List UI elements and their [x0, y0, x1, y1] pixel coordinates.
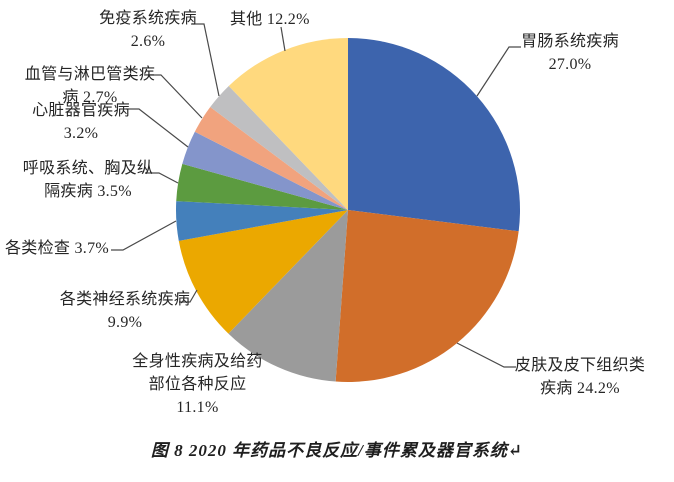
pie-label-examinations: 各类检查 3.7% [5, 237, 120, 260]
pie-label-other: 其他 12.2% [230, 8, 320, 31]
label-line: 9.9% [107, 314, 143, 331]
label-line: 皮肤及皮下组织类 [514, 357, 646, 374]
label-line: 27.0% [548, 56, 592, 73]
label-line: 部位各种反应 [148, 376, 247, 393]
figure-caption: 图 8 2020 年药品不良反应/事件累及器官系统↵ [150, 441, 524, 460]
label-line: 隔疾病 3.5% [44, 183, 132, 200]
leader-line-7 [148, 74, 203, 119]
pie-slice-1 [335, 210, 519, 382]
leader-line-8 [191, 23, 220, 97]
label-line: 其他 12.2% [230, 11, 310, 28]
pie-label-gastrointestinal: 胃肠系统疾病 27.0% [505, 30, 635, 76]
leader-line-5 [145, 172, 179, 184]
pie-label-respiratory-thoracic: 呼吸系统、胸及纵 隔疾病 3.5% [12, 157, 164, 203]
pie-slice-7 [194, 107, 348, 210]
label-line: 2.6% [130, 33, 166, 50]
leader-line-3 [179, 289, 198, 303]
pie-slice-6 [182, 131, 348, 210]
label-line: 各类检查 3.7% [5, 240, 110, 257]
pie-label-immune-system: 免疫系统疾病 2.6% [96, 7, 200, 53]
leader-line-4 [111, 220, 177, 251]
pie-label-cardiac: 心脏器官疾病 3.2% [28, 99, 134, 145]
label-line: 3.2% [63, 125, 99, 142]
pie-label-vascular-lymphatic: 血管与淋巴管类疾 病 2.7% [18, 63, 162, 109]
label-line: 全身性疾病及给药 [132, 353, 263, 370]
leader-line-9 [280, 26, 286, 52]
label-line: 心脏器官疾病 [32, 102, 130, 119]
label-line: 各类神经系统疾病 [59, 291, 191, 308]
leader-line-1 [456, 342, 516, 368]
pie-label-systemic-administration-site: 全身性疾病及给药 部位各种反应 11.1% [125, 350, 270, 419]
pie-slice-3 [178, 210, 348, 334]
label-line: 病 2.7% [62, 89, 118, 106]
pie-slice-0 [348, 38, 521, 232]
label-line: 免疫系统疾病 [99, 10, 197, 27]
label-line: 疾病 24.2% [540, 380, 620, 397]
pie-slice-9 [228, 38, 348, 210]
pie-slice-8 [210, 86, 348, 210]
leader-line-6 [126, 108, 189, 148]
pie-label-nervous-system: 各类神经系统疾病 9.9% [50, 288, 200, 334]
pie-slice-5 [176, 163, 348, 210]
leader-line-0 [476, 46, 521, 97]
pie-slice-4 [175, 201, 348, 241]
label-line: 呼吸系统、胸及纵 [22, 160, 154, 177]
label-line: 11.1% [176, 399, 219, 416]
pie-slice-2 [228, 210, 348, 382]
label-line: 血管与淋巴管类疾 [24, 66, 156, 83]
label-line: 胃肠系统疾病 [521, 33, 619, 50]
pie-label-skin-subcutaneous: 皮肤及皮下组织类 疾病 24.2% [500, 354, 660, 400]
